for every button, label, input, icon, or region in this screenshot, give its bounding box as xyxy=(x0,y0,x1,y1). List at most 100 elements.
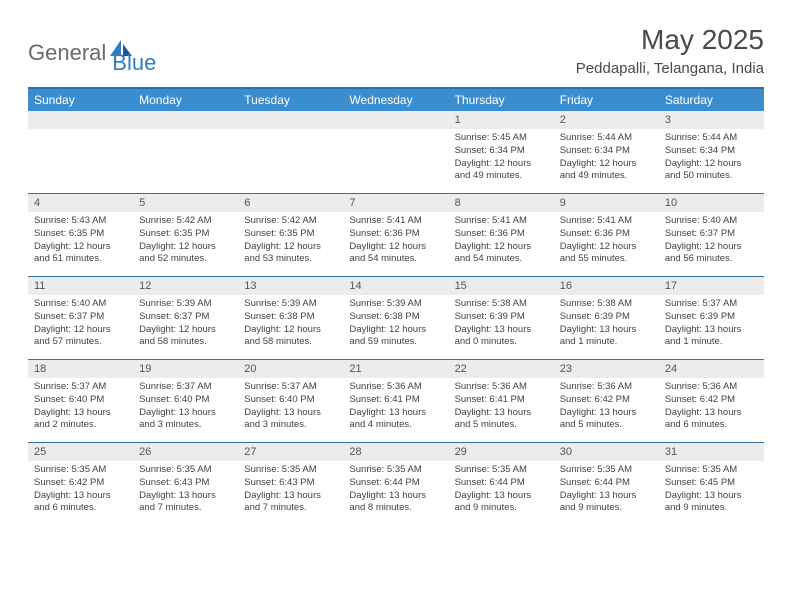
sunset-text: Sunset: 6:42 PM xyxy=(560,394,653,407)
sunset-text: Sunset: 6:36 PM xyxy=(560,228,653,241)
weekday-sunday: Sunday xyxy=(28,89,133,111)
calendar-cell: 11Sunrise: 5:40 AMSunset: 6:37 PMDayligh… xyxy=(28,277,133,359)
logo: General Blue xyxy=(28,30,156,76)
sunrise-text: Sunrise: 5:35 AM xyxy=(139,464,232,477)
daylight-text: Daylight: 13 hours and 5 minutes. xyxy=(455,407,548,433)
day-number: 29 xyxy=(449,443,554,461)
calendar-cell: 27Sunrise: 5:35 AMSunset: 6:43 PMDayligh… xyxy=(238,443,343,525)
day-number xyxy=(238,111,343,129)
daylight-text: Daylight: 12 hours and 52 minutes. xyxy=(139,241,232,267)
day-details: Sunrise: 5:45 AMSunset: 6:34 PMDaylight:… xyxy=(449,129,554,189)
calendar-cell: 17Sunrise: 5:37 AMSunset: 6:39 PMDayligh… xyxy=(659,277,764,359)
sunrise-text: Sunrise: 5:38 AM xyxy=(560,298,653,311)
day-details: Sunrise: 5:36 AMSunset: 6:41 PMDaylight:… xyxy=(449,378,554,438)
day-number xyxy=(28,111,133,129)
calendar-week: 11Sunrise: 5:40 AMSunset: 6:37 PMDayligh… xyxy=(28,276,764,359)
day-number: 12 xyxy=(133,277,238,295)
sunset-text: Sunset: 6:34 PM xyxy=(560,145,653,158)
calendar-cell xyxy=(133,111,238,193)
day-number: 17 xyxy=(659,277,764,295)
calendar-cell: 26Sunrise: 5:35 AMSunset: 6:43 PMDayligh… xyxy=(133,443,238,525)
day-details: Sunrise: 5:35 AMSunset: 6:43 PMDaylight:… xyxy=(238,461,343,521)
daylight-text: Daylight: 12 hours and 53 minutes. xyxy=(244,241,337,267)
day-details: Sunrise: 5:39 AMSunset: 6:37 PMDaylight:… xyxy=(133,295,238,355)
day-details: Sunrise: 5:39 AMSunset: 6:38 PMDaylight:… xyxy=(343,295,448,355)
day-number: 4 xyxy=(28,194,133,212)
calendar-week: 18Sunrise: 5:37 AMSunset: 6:40 PMDayligh… xyxy=(28,359,764,442)
header: General Blue May 2025 Peddapalli, Telang… xyxy=(28,24,764,77)
daylight-text: Daylight: 12 hours and 49 minutes. xyxy=(455,158,548,184)
day-number: 15 xyxy=(449,277,554,295)
sunrise-text: Sunrise: 5:39 AM xyxy=(349,298,442,311)
daylight-text: Daylight: 13 hours and 6 minutes. xyxy=(34,490,127,516)
sunrise-text: Sunrise: 5:37 AM xyxy=(34,381,127,394)
day-number: 20 xyxy=(238,360,343,378)
day-details: Sunrise: 5:41 AMSunset: 6:36 PMDaylight:… xyxy=(554,212,659,272)
sunset-text: Sunset: 6:38 PM xyxy=(349,311,442,324)
day-number: 10 xyxy=(659,194,764,212)
sunset-text: Sunset: 6:40 PM xyxy=(34,394,127,407)
sunrise-text: Sunrise: 5:36 AM xyxy=(560,381,653,394)
sunrise-text: Sunrise: 5:41 AM xyxy=(455,215,548,228)
sunset-text: Sunset: 6:42 PM xyxy=(665,394,758,407)
day-number: 24 xyxy=(659,360,764,378)
day-details: Sunrise: 5:35 AMSunset: 6:44 PMDaylight:… xyxy=(554,461,659,521)
daylight-text: Daylight: 13 hours and 7 minutes. xyxy=(139,490,232,516)
daylight-text: Daylight: 12 hours and 58 minutes. xyxy=(244,324,337,350)
sunset-text: Sunset: 6:37 PM xyxy=(665,228,758,241)
day-details: Sunrise: 5:37 AMSunset: 6:40 PMDaylight:… xyxy=(28,378,133,438)
day-number: 13 xyxy=(238,277,343,295)
calendar-cell: 7Sunrise: 5:41 AMSunset: 6:36 PMDaylight… xyxy=(343,194,448,276)
daylight-text: Daylight: 13 hours and 3 minutes. xyxy=(139,407,232,433)
daylight-text: Daylight: 13 hours and 7 minutes. xyxy=(244,490,337,516)
weekday-tuesday: Tuesday xyxy=(238,89,343,111)
sunset-text: Sunset: 6:34 PM xyxy=(665,145,758,158)
calendar-cell: 19Sunrise: 5:37 AMSunset: 6:40 PMDayligh… xyxy=(133,360,238,442)
weekday-wednesday: Wednesday xyxy=(343,89,448,111)
daylight-text: Daylight: 13 hours and 3 minutes. xyxy=(244,407,337,433)
day-number: 30 xyxy=(554,443,659,461)
calendar-cell: 5Sunrise: 5:42 AMSunset: 6:35 PMDaylight… xyxy=(133,194,238,276)
day-details: Sunrise: 5:36 AMSunset: 6:42 PMDaylight:… xyxy=(659,378,764,438)
calendar-week: 1Sunrise: 5:45 AMSunset: 6:34 PMDaylight… xyxy=(28,111,764,193)
sunset-text: Sunset: 6:44 PM xyxy=(560,477,653,490)
day-number: 3 xyxy=(659,111,764,129)
day-details: Sunrise: 5:43 AMSunset: 6:35 PMDaylight:… xyxy=(28,212,133,272)
daylight-text: Daylight: 13 hours and 9 minutes. xyxy=(665,490,758,516)
daylight-text: Daylight: 12 hours and 50 minutes. xyxy=(665,158,758,184)
daylight-text: Daylight: 13 hours and 9 minutes. xyxy=(455,490,548,516)
sunset-text: Sunset: 6:36 PM xyxy=(455,228,548,241)
calendar-cell: 31Sunrise: 5:35 AMSunset: 6:45 PMDayligh… xyxy=(659,443,764,525)
calendar-cell: 12Sunrise: 5:39 AMSunset: 6:37 PMDayligh… xyxy=(133,277,238,359)
daylight-text: Daylight: 13 hours and 2 minutes. xyxy=(34,407,127,433)
calendar-cell: 16Sunrise: 5:38 AMSunset: 6:39 PMDayligh… xyxy=(554,277,659,359)
day-number: 2 xyxy=(554,111,659,129)
daylight-text: Daylight: 12 hours and 51 minutes. xyxy=(34,241,127,267)
calendar-cell: 23Sunrise: 5:36 AMSunset: 6:42 PMDayligh… xyxy=(554,360,659,442)
calendar-cell: 14Sunrise: 5:39 AMSunset: 6:38 PMDayligh… xyxy=(343,277,448,359)
calendar-body: 1Sunrise: 5:45 AMSunset: 6:34 PMDaylight… xyxy=(28,111,764,525)
weekday-monday: Monday xyxy=(133,89,238,111)
calendar-cell: 6Sunrise: 5:42 AMSunset: 6:35 PMDaylight… xyxy=(238,194,343,276)
daylight-text: Daylight: 12 hours and 59 minutes. xyxy=(349,324,442,350)
daylight-text: Daylight: 12 hours and 55 minutes. xyxy=(560,241,653,267)
sunrise-text: Sunrise: 5:40 AM xyxy=(665,215,758,228)
sunset-text: Sunset: 6:36 PM xyxy=(349,228,442,241)
day-number xyxy=(133,111,238,129)
daylight-text: Daylight: 13 hours and 1 minute. xyxy=(665,324,758,350)
sunrise-text: Sunrise: 5:40 AM xyxy=(34,298,127,311)
sunrise-text: Sunrise: 5:39 AM xyxy=(244,298,337,311)
daylight-text: Daylight: 12 hours and 49 minutes. xyxy=(560,158,653,184)
day-details: Sunrise: 5:35 AMSunset: 6:45 PMDaylight:… xyxy=(659,461,764,521)
sunrise-text: Sunrise: 5:35 AM xyxy=(34,464,127,477)
day-number: 31 xyxy=(659,443,764,461)
sunrise-text: Sunrise: 5:35 AM xyxy=(560,464,653,477)
calendar-cell: 3Sunrise: 5:44 AMSunset: 6:34 PMDaylight… xyxy=(659,111,764,193)
calendar-cell: 13Sunrise: 5:39 AMSunset: 6:38 PMDayligh… xyxy=(238,277,343,359)
day-number: 8 xyxy=(449,194,554,212)
calendar-cell: 2Sunrise: 5:44 AMSunset: 6:34 PMDaylight… xyxy=(554,111,659,193)
calendar-week: 25Sunrise: 5:35 AMSunset: 6:42 PMDayligh… xyxy=(28,442,764,525)
calendar-cell: 4Sunrise: 5:43 AMSunset: 6:35 PMDaylight… xyxy=(28,194,133,276)
location: Peddapalli, Telangana, India xyxy=(576,60,764,77)
day-details: Sunrise: 5:41 AMSunset: 6:36 PMDaylight:… xyxy=(449,212,554,272)
